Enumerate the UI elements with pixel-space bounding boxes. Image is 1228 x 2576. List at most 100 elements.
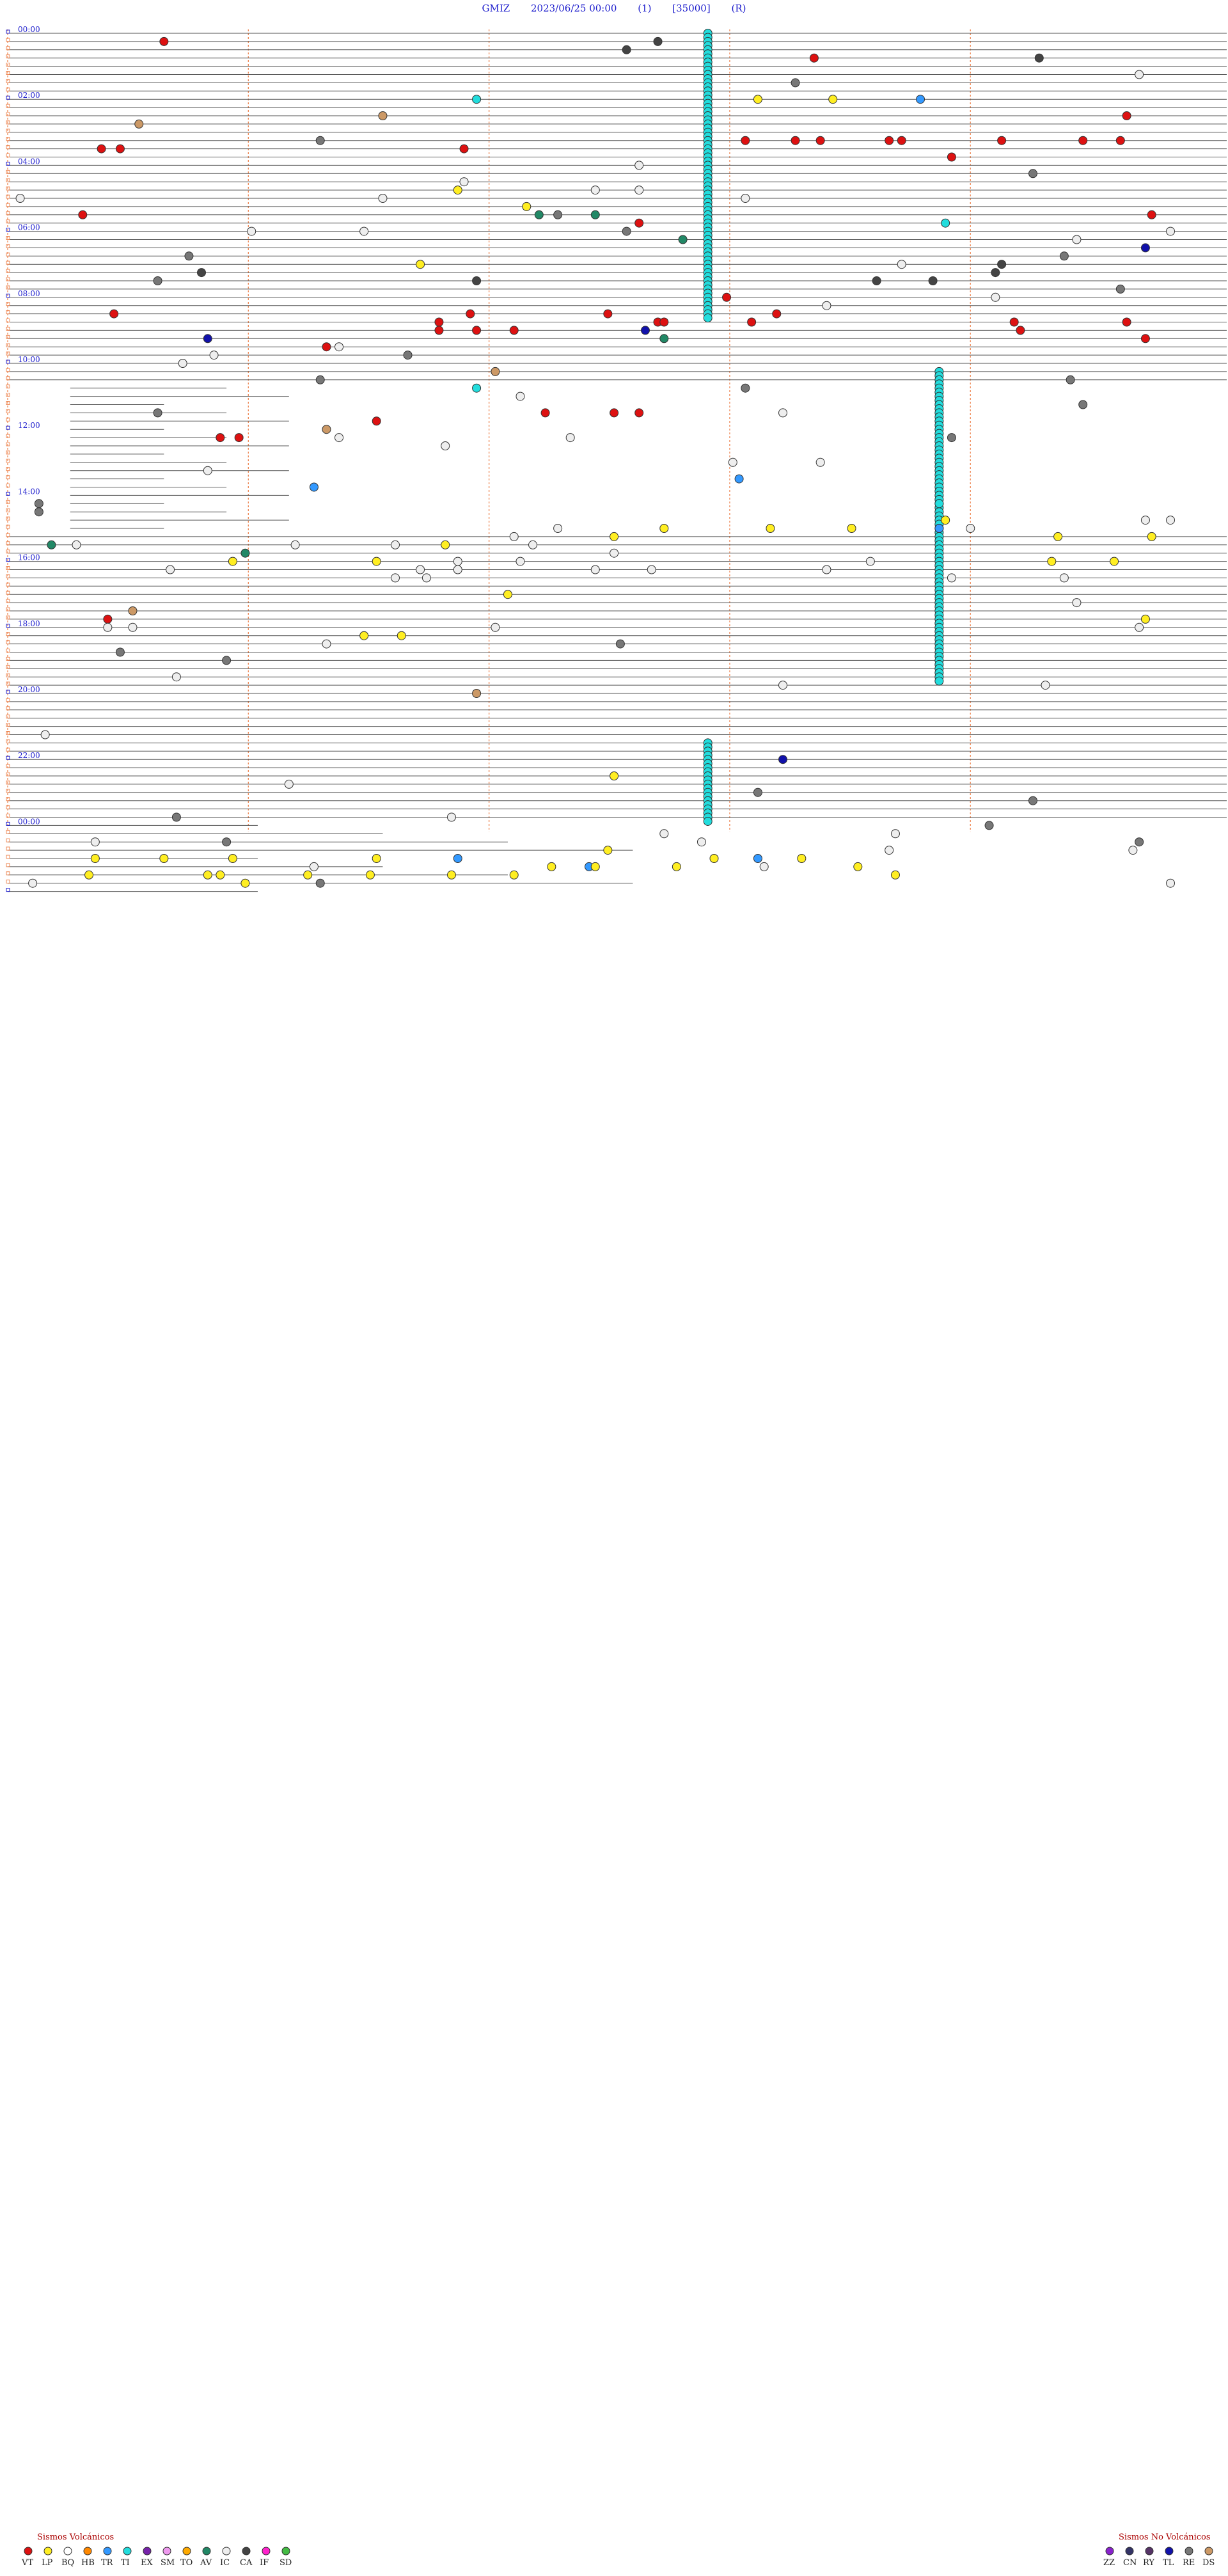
event-marker-vt: [472, 326, 482, 335]
legend-swatch-hb: [83, 2547, 92, 2556]
mode: (R): [731, 3, 746, 14]
event-marker-lp: [228, 854, 237, 863]
event-marker-re: [791, 78, 800, 88]
event-marker-vt: [997, 136, 1007, 145]
trace-tick: [6, 624, 10, 628]
trace-tick: [6, 310, 10, 315]
trace-tick: [6, 690, 10, 694]
event-marker-ic: [1166, 226, 1176, 236]
event-marker-lp: [453, 186, 462, 195]
event-marker-ic: [728, 457, 737, 467]
event-marker-re: [315, 878, 325, 888]
event-marker-lp: [890, 870, 900, 880]
event-marker-vt: [372, 416, 381, 426]
event-marker-vt: [1140, 334, 1150, 344]
event-marker-vt: [809, 53, 819, 63]
event-marker-tl: [203, 334, 212, 344]
event-marker-lp: [216, 870, 225, 880]
event-marker-re: [153, 276, 162, 285]
event-marker-ic: [634, 161, 644, 170]
trace-tick: [6, 87, 10, 91]
trace-tick: [6, 723, 10, 727]
event-marker-vt: [747, 317, 757, 327]
trace-tick: [6, 95, 10, 100]
event-marker-vt: [947, 152, 956, 162]
legend-label-sm: SM: [161, 2558, 175, 2568]
event-marker-re: [171, 812, 181, 822]
event-marker-ca: [1034, 53, 1044, 63]
legend-label-sd: SD: [279, 2558, 292, 2568]
event-marker-ic: [391, 573, 400, 583]
event-marker-ic: [453, 557, 462, 566]
event-marker-ic: [335, 433, 344, 443]
event-marker-ic: [166, 565, 175, 574]
trace-tick: [6, 830, 10, 834]
event-marker-ic: [416, 565, 425, 574]
trace-tick: [6, 525, 10, 529]
event-marker-ic: [128, 622, 138, 632]
trace-tick: [6, 566, 10, 570]
event-marker-ca: [622, 45, 631, 54]
event-marker-re: [222, 837, 232, 847]
event-marker-ic: [553, 524, 563, 533]
event-marker-ic: [590, 565, 600, 574]
event-marker-lp: [372, 557, 381, 566]
event-marker-ic: [171, 672, 181, 682]
event-marker-re: [1028, 796, 1037, 805]
legend-swatch-to: [182, 2547, 191, 2556]
trace-tick: [6, 46, 10, 51]
trace-tick: [6, 574, 10, 578]
event-marker-vt: [1078, 136, 1088, 145]
event-marker-vt: [897, 136, 906, 145]
trace-tick: [6, 186, 10, 191]
trace-tick: [6, 326, 10, 331]
event-marker-vt: [791, 136, 800, 145]
event-marker-lp: [610, 771, 619, 780]
event-marker-lp: [159, 854, 169, 863]
event-marker-lp: [441, 540, 450, 549]
event-marker-ic: [516, 557, 525, 566]
event-marker-lp: [590, 862, 600, 871]
event-marker-ti: [934, 499, 944, 509]
event-marker-av: [534, 210, 544, 219]
trace-tick: [6, 236, 10, 240]
trace-tick: [6, 211, 10, 216]
event-marker-ca: [991, 268, 1000, 278]
event-marker-vt: [1122, 317, 1131, 327]
event-marker-vt: [1147, 210, 1156, 219]
event-marker-ic: [391, 540, 400, 549]
event-marker-ic: [103, 622, 113, 632]
hour-label: 22:00: [18, 751, 40, 760]
event-marker-vt: [159, 36, 169, 46]
event-marker-re: [615, 639, 625, 649]
hour-label: 12:00: [18, 421, 40, 430]
event-marker-re: [1078, 400, 1088, 409]
event-marker-ca: [472, 276, 482, 285]
event-marker-vt: [885, 136, 894, 145]
event-marker-ds: [472, 689, 482, 698]
trace-tick: [6, 491, 10, 496]
event-marker-vt: [103, 614, 113, 624]
trace-tick: [6, 260, 10, 265]
event-marker-vt: [78, 210, 88, 219]
event-marker-av: [240, 548, 250, 558]
event-marker-lp: [372, 854, 381, 863]
trace-tick: [6, 599, 10, 603]
channel: (1): [638, 3, 652, 14]
trace-tick: [6, 673, 10, 677]
event-marker-lp: [522, 201, 531, 211]
trace-tick: [6, 838, 10, 842]
trace-tick: [6, 203, 10, 207]
event-marker-ic: [647, 565, 656, 574]
event-marker-tr: [309, 482, 319, 492]
trace-tick: [6, 516, 10, 521]
event-marker-ds: [128, 606, 138, 615]
event-marker-tr: [734, 474, 744, 484]
legend-label-vt: VT: [21, 2558, 33, 2568]
legend-swatch-ry: [1145, 2547, 1154, 2556]
legend-swatch-tr: [103, 2547, 112, 2556]
event-marker-ic: [741, 194, 750, 203]
event-marker-lp: [797, 854, 807, 863]
trace-tick: [6, 170, 10, 174]
